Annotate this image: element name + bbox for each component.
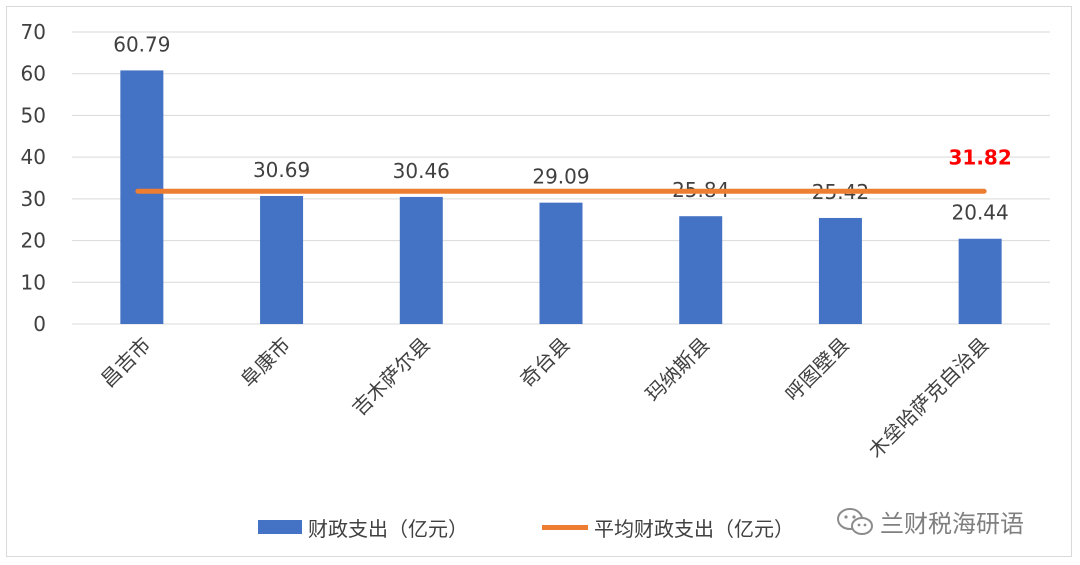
bar-2: [399, 196, 443, 324]
legend-label-bar: 财政支出（亿元）: [308, 516, 468, 541]
y-tick-label-0: 0: [33, 312, 46, 336]
y-tick-label-3: 30: [21, 187, 46, 211]
data-label-2: 30.46: [393, 159, 450, 183]
y-tick-label-2: 20: [21, 229, 46, 253]
y-tick-label-5: 50: [21, 103, 46, 127]
data-label-0: 60.79: [113, 32, 170, 56]
legend-swatch-line: [542, 524, 588, 530]
legend-item-bar: 财政支出（亿元）: [258, 512, 468, 542]
data-label-3: 29.09: [532, 165, 589, 189]
category-label-6: 木垒哈萨克自治县: [864, 333, 994, 463]
bar-6: [958, 238, 1002, 324]
legend-label-line: 平均财政支出（亿元）: [594, 516, 794, 541]
category-label-0: 昌吉市: [96, 333, 155, 392]
y-tick-label-6: 60: [21, 62, 46, 86]
bar-5: [818, 217, 862, 324]
data-label-6: 20.44: [952, 201, 1009, 225]
category-label-4: 玛纳斯县: [641, 333, 715, 407]
bar-1: [260, 195, 304, 324]
bar-4: [679, 216, 723, 324]
data-label-1: 30.69: [253, 158, 310, 182]
average-label: 31.82: [949, 145, 1012, 169]
category-label-1: 阜康市: [236, 333, 295, 392]
bar-0: [120, 70, 164, 324]
chart-frame: [6, 6, 1072, 557]
wechat-icon: [837, 507, 873, 535]
category-label-3: 奇台县: [515, 333, 574, 392]
bar-3: [539, 202, 583, 324]
category-label-2: 吉木萨尔县: [347, 333, 435, 421]
y-tick-label-4: 40: [21, 145, 46, 169]
legend-swatch-bar: [258, 520, 302, 534]
legend-item-line: 平均财政支出（亿元）: [542, 512, 794, 542]
y-tick-label-1: 10: [21, 270, 46, 294]
watermark: 兰财税海研语: [836, 504, 1024, 539]
category-label-5: 呼图壁县: [780, 333, 854, 407]
y-tick-label-7: 70: [21, 20, 46, 44]
watermark-text: 兰财税海研语: [880, 510, 1024, 538]
